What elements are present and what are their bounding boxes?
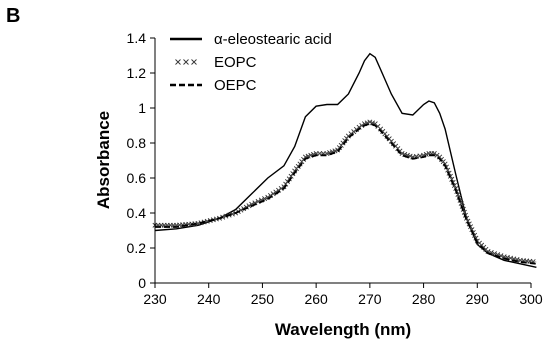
x-tick-label: 290 (466, 291, 490, 307)
y-tick-label: 0.4 (127, 205, 147, 221)
series-eopc-line (155, 121, 537, 263)
y-axis-title: Absorbance (94, 111, 113, 209)
legend-label: EOPC (214, 54, 257, 71)
x-ticks: 230 240 250 260 270 280 290 300 (143, 283, 543, 307)
y-tick-label: 1 (138, 100, 146, 116)
x-tick-label: 300 (519, 291, 543, 307)
legend-item-oepc: OEPC (170, 77, 257, 94)
y-tick-label: 0.2 (127, 240, 147, 256)
y-tick-label: 1.4 (127, 30, 147, 46)
y-tick-label: 0 (138, 275, 146, 291)
x-tick-label: 260 (304, 291, 328, 307)
x-tick-label: 240 (197, 291, 221, 307)
x-tick-label: 270 (358, 291, 382, 307)
series-eleostearic-line (154, 52, 537, 268)
x-tick-label: 250 (251, 291, 275, 307)
series-oepc-line (155, 122, 537, 265)
legend: α-eleostearic acid EOPC OEPC (170, 31, 332, 94)
panel-label: B (6, 5, 20, 27)
x-axis-title: Wavelength (nm) (275, 320, 411, 339)
y-tick-label: 1.2 (127, 65, 147, 81)
y-tick-label: 0.8 (127, 135, 147, 151)
y-ticks: 0 0.2 0.4 0.6 0.8 1 1.2 1.4 (127, 30, 155, 291)
legend-swatch-marker (191, 59, 197, 65)
legend-item-eleostearic: α-eleostearic acid (170, 31, 332, 48)
legend-label: α-eleostearic acid (214, 31, 332, 48)
x-tick-label: 280 (412, 291, 436, 307)
plot-area (152, 52, 537, 268)
legend-label: OEPC (214, 77, 257, 94)
legend-swatch-marker (175, 59, 181, 65)
y-tick-label: 0.6 (127, 170, 147, 186)
legend-swatch-marker (183, 59, 189, 65)
legend-item-eopc: EOPC (175, 54, 257, 71)
x-tick-label: 230 (143, 291, 167, 307)
